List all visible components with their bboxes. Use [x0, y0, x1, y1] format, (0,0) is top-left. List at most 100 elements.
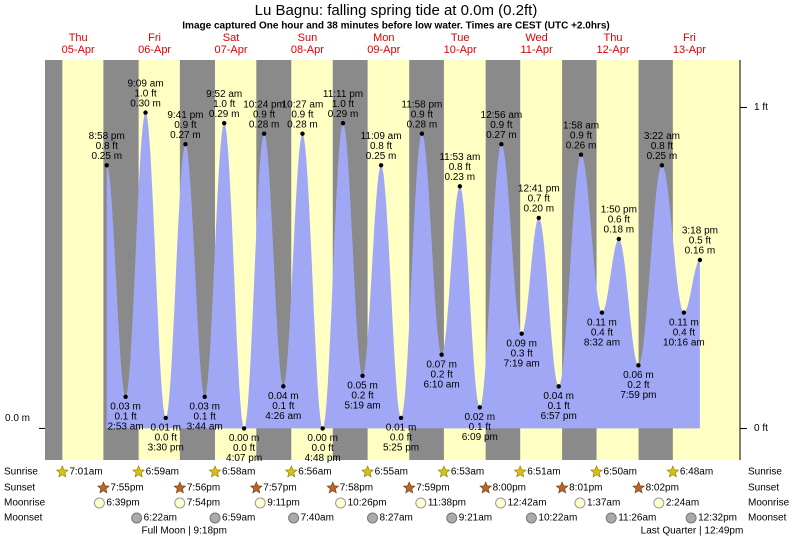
tide-label: 0.9 ft	[253, 109, 275, 120]
tide-label: 0.03 m	[189, 401, 220, 412]
tide-label: 0.8 ft	[96, 141, 118, 152]
sunrise-icon	[284, 465, 298, 478]
moonrise-icon	[653, 497, 665, 509]
sunset-icon	[555, 481, 569, 494]
day-weekday: Sun	[298, 32, 318, 44]
chart-subtitle: Image captured One hour and 38 minutes b…	[182, 21, 609, 32]
moonrise-time: 6:39pm	[106, 498, 139, 509]
tide-label: 6:09 pm	[462, 432, 498, 443]
sunset-time: 8:01pm	[569, 483, 602, 494]
tide-label: 11:11 pm	[323, 89, 363, 100]
tide-label: 0.11 m	[587, 317, 617, 328]
sunrise-icon	[590, 465, 604, 478]
day-weekday: Wed	[525, 32, 547, 44]
tide-label: 11:53 am	[439, 152, 480, 163]
sunset-icon	[479, 481, 493, 494]
tide-label: 0.1 ft	[469, 422, 491, 433]
tide-point	[378, 163, 384, 168]
y2-tick-label: 0 ft	[754, 423, 768, 434]
day-weekday: Thu	[604, 32, 623, 44]
tide-label: 9:52 am	[206, 89, 242, 100]
tide-label: 2:53 am	[108, 421, 144, 432]
sunrise-time: 6:50am	[604, 467, 637, 478]
sunset-time: 7:56pm	[187, 483, 220, 494]
day-date: 07-Apr	[214, 44, 247, 56]
moonset-icon	[131, 512, 143, 524]
day-weekday: Fri	[683, 32, 696, 44]
tide-point	[398, 415, 404, 421]
tide-label: 11:58 pm	[401, 99, 442, 110]
tide-label: 3:30 pm	[148, 443, 184, 454]
tide-point	[419, 131, 425, 136]
tide-label: 0.25 m	[647, 151, 678, 162]
tide-label: 0.25 m	[366, 151, 397, 162]
tide-label: 9:09 am	[127, 78, 163, 89]
sunset-time: 8:00pm	[493, 483, 526, 494]
day-date: 12-Apr	[596, 44, 629, 56]
tide-point	[616, 236, 622, 242]
sunrise-icon	[437, 465, 451, 478]
tide-label: 0.23 m	[445, 172, 476, 183]
sunset-icon	[326, 481, 340, 494]
tide-label: 0.4 ft	[673, 327, 695, 338]
tide-point	[104, 163, 109, 168]
tide-label: 4:26 am	[265, 411, 301, 422]
sunrise-time: 6:58am	[222, 467, 255, 478]
sunset-icon	[96, 481, 110, 494]
tide-label: 1.0 ft	[213, 99, 235, 110]
moonrise-icon	[174, 497, 186, 509]
moonrise-icon	[574, 497, 586, 509]
row-label: Moonrise	[4, 498, 46, 509]
tide-point	[457, 184, 463, 189]
tide-label: 5:19 am	[344, 400, 380, 411]
moon-phase: Full Moon | 9:18pm	[141, 526, 226, 537]
moonset-time: 11:26am	[618, 513, 656, 524]
tide-label: 7:19 am	[504, 358, 540, 369]
y2-tick-label: 1 ft	[754, 102, 768, 113]
tide-label: 0.1 ft	[194, 411, 216, 422]
tide-label: 0.2 ft	[431, 369, 453, 380]
moonset-time: 6:59am	[222, 513, 255, 524]
tide-label: 0.9 ft	[490, 120, 512, 131]
tide-label: 1.0 ft	[332, 99, 354, 110]
tide-label: 0.1 ft	[272, 401, 294, 412]
day-date: 09-Apr	[367, 44, 400, 56]
moonset-icon	[605, 512, 617, 524]
tide-label: 10:16 am	[663, 337, 705, 348]
tide-label: 0.1 ft	[548, 401, 570, 412]
tide-label: 0.03 m	[110, 401, 141, 412]
day-date: 10-Apr	[444, 44, 477, 56]
tide-label: 0.28 m	[407, 119, 438, 130]
tide-label: 0.11 m	[669, 317, 699, 328]
tide-label: 3:18 pm	[682, 226, 718, 237]
chart-title: Lu Bagnu: falling spring tide at 0.0m (0…	[255, 2, 538, 19]
tide-label: 0.0 ft	[312, 443, 334, 454]
tide-label: 0.28 m	[249, 119, 280, 130]
tide-label: 0.01 m	[150, 423, 181, 434]
tide-area	[106, 112, 700, 429]
tide-label: 0.07 m	[426, 359, 457, 370]
moonset-time: 8:27am	[379, 513, 412, 524]
day-weekday: Sat	[223, 32, 240, 44]
tide-point	[439, 352, 444, 357]
tide-label: 0.09 m	[506, 338, 537, 349]
tide-point	[360, 373, 365, 378]
tide-label: 0.00 m	[307, 433, 338, 444]
tide-point	[636, 363, 641, 368]
tide-label: 0.9 ft	[570, 130, 592, 141]
row-label: Sunset	[748, 483, 779, 494]
row-label: Moonrise	[748, 498, 790, 509]
tide-label: 0.9 ft	[411, 109, 433, 120]
sunrise-time: 6:51am	[527, 467, 560, 478]
moon-phase: Last Quarter | 12:49pm	[641, 526, 744, 537]
tide-point	[519, 331, 524, 336]
tide-label: 9:41 pm	[167, 110, 203, 121]
tide-label: 0.29 m	[209, 109, 240, 120]
sunset-icon	[173, 481, 187, 494]
sunset-icon	[249, 481, 263, 494]
tide-label: 0.3 ft	[511, 348, 533, 359]
tide-label: 0.04 m	[268, 391, 299, 402]
y-tick-label: 0.0 m	[5, 413, 30, 424]
tide-label: 0.05 m	[347, 380, 378, 391]
